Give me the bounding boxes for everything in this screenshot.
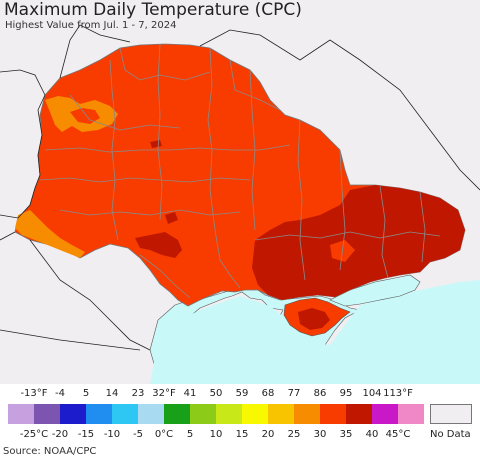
country-borders bbox=[0, 24, 480, 351]
legend-swatch bbox=[320, 404, 346, 424]
legend-tick-celsius: 10 bbox=[209, 429, 223, 440]
legend-swatch bbox=[268, 404, 294, 424]
legend-swatch bbox=[346, 404, 372, 424]
no-data-swatch bbox=[430, 404, 472, 424]
legend-tick-fahrenheit: 104 bbox=[362, 388, 382, 399]
legend-tick-celsius: -20 bbox=[51, 429, 69, 440]
legend-tick-fahrenheit: 95 bbox=[339, 388, 353, 399]
legend-swatch bbox=[372, 404, 398, 424]
southwest-hot bbox=[135, 232, 182, 258]
legend-tick-celsius: -15 bbox=[77, 429, 95, 440]
legend-swatch bbox=[398, 404, 424, 424]
legend-tick-celsius: -25°C bbox=[19, 429, 49, 440]
legend-tick-fahrenheit: -4 bbox=[55, 388, 65, 399]
legend-tick-celsius: 35 bbox=[339, 429, 353, 440]
legend-tick-celsius: 25 bbox=[287, 429, 301, 440]
legend-tick-fahrenheit: 32°F bbox=[152, 388, 176, 399]
sea-south bbox=[150, 280, 480, 384]
legend-swatch bbox=[294, 404, 320, 424]
source-credit: Source: NOAA/CPC bbox=[3, 446, 97, 457]
legend-swatch bbox=[86, 404, 112, 424]
legend-swatch bbox=[138, 404, 164, 424]
map-subtitle: Highest Value from Jul. 1 - 7, 2024 bbox=[5, 20, 177, 31]
legend-swatch bbox=[216, 404, 242, 424]
legend-swatch bbox=[8, 404, 34, 424]
legend-tick-celsius: -10 bbox=[103, 429, 121, 440]
region-borders bbox=[39, 43, 441, 299]
legend-tick-celsius: 15 bbox=[235, 429, 249, 440]
legend-swatch bbox=[34, 404, 60, 424]
small-hot-spot bbox=[165, 212, 178, 224]
legend-tick-celsius: 45°C bbox=[385, 429, 411, 440]
northwest-warm-inner bbox=[70, 108, 100, 124]
legend-tick-celsius: 0°C bbox=[154, 429, 174, 440]
legend-tick-celsius: 30 bbox=[313, 429, 327, 440]
crimea-hot bbox=[298, 308, 330, 330]
legend-swatch bbox=[164, 404, 190, 424]
legend-tick-fahrenheit: 50 bbox=[209, 388, 223, 399]
legend-tick-fahrenheit: 113°F bbox=[383, 388, 413, 399]
legend-tick-fahrenheit: 86 bbox=[313, 388, 327, 399]
legend-swatch bbox=[242, 404, 268, 424]
legend-tick-celsius: 40 bbox=[365, 429, 379, 440]
legend-tick-celsius: -5 bbox=[133, 429, 143, 440]
small-hot-spot-2 bbox=[150, 140, 162, 148]
legend-tick-fahrenheit: 68 bbox=[261, 388, 275, 399]
legend-swatch bbox=[190, 404, 216, 424]
legend-tick-fahrenheit: 5 bbox=[82, 388, 90, 399]
legend-swatch bbox=[60, 404, 86, 424]
legend-tick-fahrenheit: 41 bbox=[183, 388, 197, 399]
legend-tick-fahrenheit: 23 bbox=[131, 388, 145, 399]
legend-swatch bbox=[112, 404, 138, 424]
temperature-map bbox=[0, 0, 480, 384]
sea-of-azov bbox=[329, 274, 421, 307]
legend-tick-fahrenheit: 77 bbox=[287, 388, 301, 399]
legend-tick-fahrenheit: 59 bbox=[235, 388, 249, 399]
legend-tick-celsius: 5 bbox=[186, 429, 194, 440]
legend-tick-fahrenheit: -13°F bbox=[20, 388, 48, 399]
legend-tick-fahrenheit: 14 bbox=[105, 388, 119, 399]
east-hot-region bbox=[252, 185, 465, 300]
no-data-label: No Data bbox=[430, 429, 471, 440]
map-title: Maximum Daily Temperature (CPC) bbox=[4, 0, 302, 20]
southwest-warm bbox=[15, 210, 85, 258]
legend-tick-celsius: 20 bbox=[261, 429, 275, 440]
